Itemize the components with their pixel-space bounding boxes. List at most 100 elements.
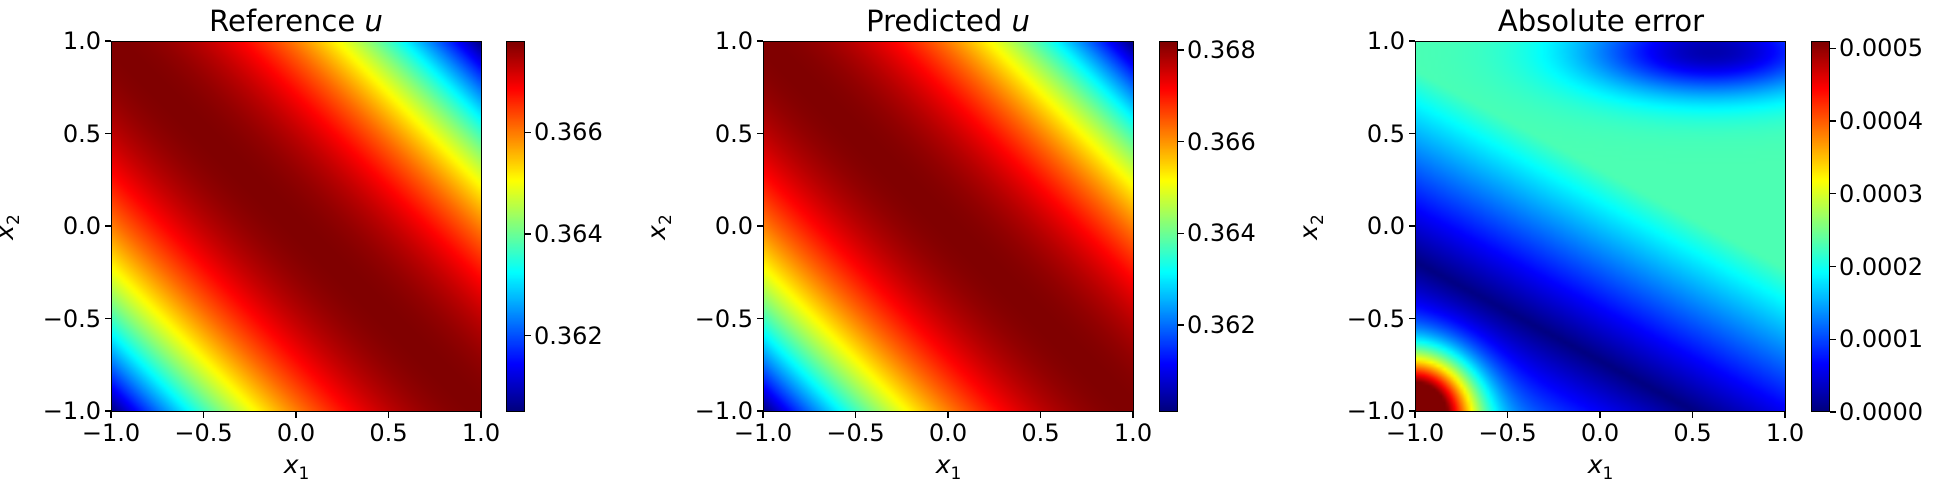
- colorbar-tick-label: 0.0000: [1839, 398, 1923, 426]
- y-tick-label: 0.0: [714, 212, 753, 240]
- x-tick-label: −1.0: [733, 419, 793, 447]
- x-tick-mark: [854, 412, 857, 418]
- x-tick-label: 0.5: [1021, 419, 1060, 447]
- y-tick-label: 0.5: [1366, 119, 1405, 148]
- colorbar-tick-label: 0.364: [534, 220, 603, 249]
- x-axis-label-sub: 1: [950, 464, 962, 484]
- x-tick-mark: [202, 412, 205, 418]
- heatmap-image: [764, 42, 1133, 411]
- x-tick-mark: [1506, 412, 1509, 418]
- heatmap-image: [112, 42, 481, 411]
- x-tick-label: −0.5: [826, 419, 885, 447]
- chart-title: Absolute error: [1498, 4, 1704, 38]
- y-tick-mark: [1409, 410, 1415, 412]
- colorbar-tick-mark: [525, 131, 531, 134]
- colorbar-tick-mark: [525, 233, 531, 235]
- x-tick-mark: [110, 412, 112, 418]
- y-tick-label: 0.5: [62, 119, 101, 148]
- y-tick-label: −0.5: [1346, 304, 1405, 333]
- colorbar: [506, 41, 525, 412]
- colorbar-tick-label: 0.0002: [1839, 252, 1923, 281]
- y-tick-label: −1.0: [1346, 397, 1405, 425]
- colorbar-tick-label: 0.362: [534, 321, 603, 350]
- y-tick-mark: [105, 225, 111, 227]
- y-tick-label: −1.0: [42, 397, 101, 425]
- y-tick-mark: [1409, 132, 1415, 135]
- x-tick-mark: [1784, 412, 1786, 418]
- colorbar-tick-mark: [1178, 232, 1184, 235]
- x-tick-label: −1.0: [1385, 419, 1445, 447]
- y-tick-label: 1.0: [714, 27, 753, 55]
- colorbar-tick-label: 0.0005: [1839, 34, 1923, 63]
- colorbar-tick-mark: [1830, 338, 1836, 340]
- x-tick-label: 0.5: [369, 419, 408, 447]
- x-tick-mark: [947, 412, 949, 418]
- y-tick-mark: [757, 225, 763, 227]
- colorbar-tick-mark: [1830, 265, 1836, 268]
- y-tick-mark: [757, 40, 763, 42]
- y-tick-mark: [1409, 40, 1415, 42]
- chart-title: Reference u: [209, 4, 383, 38]
- y-axis-label-sub: 2: [4, 213, 24, 225]
- x-tick-mark: [1414, 412, 1416, 418]
- y-tick-mark: [105, 317, 111, 320]
- x-axis-label-var: x: [1587, 450, 1603, 479]
- x-tick-label: 0.0: [928, 419, 968, 447]
- heatmap-image: [1416, 42, 1785, 411]
- chart-title-text: Reference: [209, 4, 365, 38]
- x-tick-label: 1.0: [1765, 419, 1805, 447]
- x-tick-mark: [295, 412, 297, 418]
- y-axis-label-var: x: [0, 225, 19, 240]
- x-tick-mark: [480, 412, 482, 418]
- colorbar-tick-mark: [1830, 193, 1836, 195]
- y-axis-label-sub: 2: [1308, 213, 1328, 225]
- x-axis-label: x1: [1588, 450, 1614, 484]
- y-tick-mark: [105, 40, 111, 42]
- colorbar-tick-label: 0.366: [534, 118, 603, 147]
- y-tick-mark: [757, 410, 763, 412]
- x-tick-mark: [387, 412, 390, 418]
- x-axis-label-var: x: [935, 450, 951, 479]
- y-tick-label: 0.0: [1366, 212, 1405, 240]
- y-axis-label: x2: [642, 214, 676, 240]
- y-tick-label: 1.0: [1366, 27, 1405, 55]
- heatmap-plot-area: [763, 41, 1134, 412]
- colorbar-tick-label: 0.368: [1187, 36, 1256, 65]
- x-axis-label-var: x: [283, 450, 299, 479]
- y-tick-mark: [105, 132, 111, 135]
- x-axis-label-sub: 1: [298, 464, 310, 484]
- colorbar-tick-label: 0.0001: [1839, 325, 1923, 354]
- x-tick-label: 0.0: [276, 419, 316, 447]
- x-tick-mark: [1039, 412, 1042, 418]
- y-axis-label: x2: [1294, 214, 1328, 240]
- x-tick-mark: [762, 412, 764, 418]
- chart-title-text: Absolute error: [1497, 4, 1705, 38]
- colorbar-tick-label: 0.0004: [1839, 107, 1923, 136]
- colorbar-gradient: [507, 42, 524, 411]
- colorbar: [1159, 41, 1178, 412]
- x-tick-label: 1.0: [461, 419, 501, 447]
- colorbar-tick-mark: [1178, 49, 1184, 51]
- chart-title-text: Predicted: [866, 4, 1012, 38]
- y-tick-label: 0.0: [62, 212, 101, 240]
- chart-title-variable: u: [364, 4, 383, 38]
- chart-title: Predicted u: [866, 4, 1030, 38]
- x-tick-label: −0.5: [1478, 419, 1537, 447]
- y-tick-mark: [1409, 317, 1415, 320]
- colorbar-tick-mark: [1830, 411, 1836, 413]
- heatmap-plot-area: [111, 41, 482, 412]
- x-tick-label: −0.5: [174, 419, 233, 447]
- y-tick-mark: [757, 132, 763, 135]
- x-tick-mark: [1599, 412, 1601, 418]
- colorbar-tick-mark: [1830, 120, 1836, 122]
- x-tick-label: 0.0: [1580, 419, 1620, 447]
- x-tick-label: 1.0: [1113, 419, 1153, 447]
- x-axis-label: x1: [284, 450, 310, 484]
- y-axis-label: x2: [0, 214, 24, 240]
- y-tick-label: −1.0: [694, 397, 753, 425]
- y-tick-mark: [1409, 225, 1415, 227]
- x-tick-label: 0.5: [1673, 419, 1712, 447]
- colorbar-tick-mark: [1178, 141, 1184, 143]
- y-tick-mark: [105, 410, 111, 412]
- colorbar-tick-label: 0.364: [1187, 219, 1256, 248]
